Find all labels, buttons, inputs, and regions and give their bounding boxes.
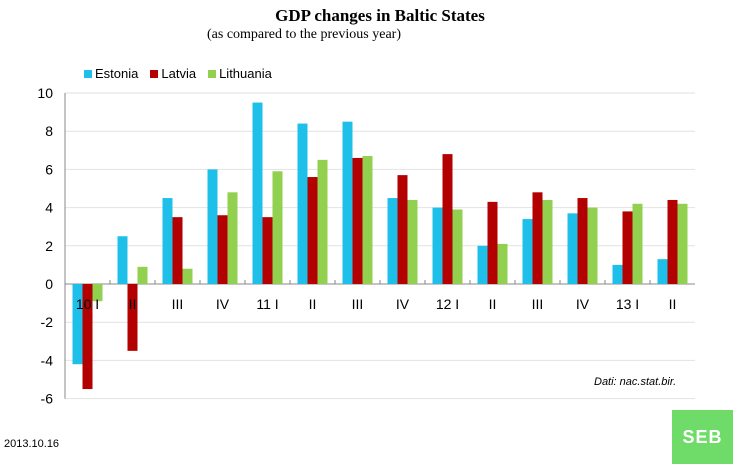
bar-latvia	[622, 211, 633, 284]
x-tick-label: III	[172, 296, 184, 312]
legend-label: Estonia	[95, 66, 139, 81]
source-note: Dati: nac.stat.bir.	[594, 376, 677, 388]
x-tick-label: III	[532, 296, 544, 312]
x-tick-label: IV	[576, 296, 590, 312]
y-tick-label: -4	[41, 352, 54, 368]
bar-latvia	[127, 284, 138, 351]
y-tick-label: 6	[45, 161, 53, 177]
date-label: 2013.10.16	[4, 438, 60, 450]
x-tick-label: 13 I	[616, 296, 639, 312]
bar-estonia	[612, 264, 623, 284]
bar-latvia	[172, 217, 183, 284]
legend-item-lithuania: Lithuania	[208, 66, 272, 81]
legend-swatch	[150, 69, 159, 78]
x-tick-label: 12 I	[436, 296, 459, 312]
bar-latvia	[82, 284, 93, 390]
legend: Estonia Latvia Lithuania	[84, 66, 272, 81]
bar-latvia	[442, 154, 453, 284]
legend-swatch	[84, 69, 92, 78]
x-tick-label: 11 I	[256, 296, 278, 312]
bar-lithuania	[227, 192, 238, 284]
x-tick-label: II	[309, 296, 317, 312]
bar-latvia	[487, 201, 498, 284]
legend-label: Latvia	[161, 66, 197, 81]
bar-estonia	[522, 219, 533, 284]
y-tick-label: 8	[45, 123, 53, 139]
bar-latvia	[667, 199, 678, 284]
y-tick-label: 10	[37, 85, 53, 101]
x-tick-label: 10 I	[76, 296, 99, 312]
legend-item-latvia: Latvia	[150, 66, 196, 81]
y-tick-label: 0	[45, 276, 53, 292]
bar-estonia	[117, 236, 128, 284]
y-tick-label: -2	[41, 314, 54, 330]
bar-estonia	[432, 207, 443, 284]
seb-logo: SEB	[672, 410, 733, 464]
y-tick-label: -6	[41, 391, 54, 407]
bar-lithuania	[137, 266, 148, 284]
bar-lithuania	[497, 243, 508, 284]
bar-lithuania	[317, 159, 328, 284]
y-tick-label: 2	[45, 238, 53, 254]
x-tick-label: II	[129, 296, 137, 312]
bar-estonia	[297, 123, 308, 284]
bar-lithuania	[677, 203, 688, 284]
chart-title: GDP changes in Baltic States	[275, 6, 485, 25]
legend-label: Lithuania	[219, 66, 272, 81]
bar-estonia	[657, 259, 668, 284]
bar-latvia	[397, 175, 408, 284]
legend-item-estonia: Estonia	[84, 66, 138, 81]
x-tick-label: IV	[396, 296, 410, 312]
bar-latvia	[577, 198, 588, 284]
bar-estonia	[342, 121, 353, 285]
y-tick-label: 4	[45, 200, 53, 216]
bar-latvia	[307, 177, 318, 284]
bar-lithuania	[362, 156, 373, 284]
logo-text: SEB	[682, 426, 723, 447]
bar-latvia	[532, 192, 543, 284]
bar-estonia	[162, 198, 173, 284]
bar-estonia	[567, 213, 578, 284]
bar-lithuania	[407, 199, 418, 284]
bar-lithuania	[587, 207, 598, 284]
x-tick-label: IV	[216, 296, 230, 312]
bar-estonia	[477, 245, 488, 284]
bar-estonia	[387, 198, 398, 284]
bar-estonia	[252, 102, 263, 284]
bar-lithuania	[92, 284, 103, 302]
x-tick-label: III	[352, 296, 364, 312]
bar-lithuania	[272, 171, 283, 284]
chart-subtitle: (as compared to the previous year)	[207, 27, 401, 42]
x-tick-label: II	[489, 296, 497, 312]
bar-latvia	[262, 217, 273, 284]
bar-latvia	[352, 157, 363, 284]
bar-estonia	[72, 284, 83, 365]
bar-lithuania	[632, 203, 643, 284]
bar-estonia	[207, 169, 218, 284]
x-tick-label: II	[669, 296, 677, 312]
legend-swatch	[208, 69, 217, 78]
bar-latvia	[217, 215, 228, 284]
bar-lithuania	[182, 268, 193, 284]
bar-lithuania	[452, 209, 463, 284]
bar-lithuania	[542, 199, 553, 284]
